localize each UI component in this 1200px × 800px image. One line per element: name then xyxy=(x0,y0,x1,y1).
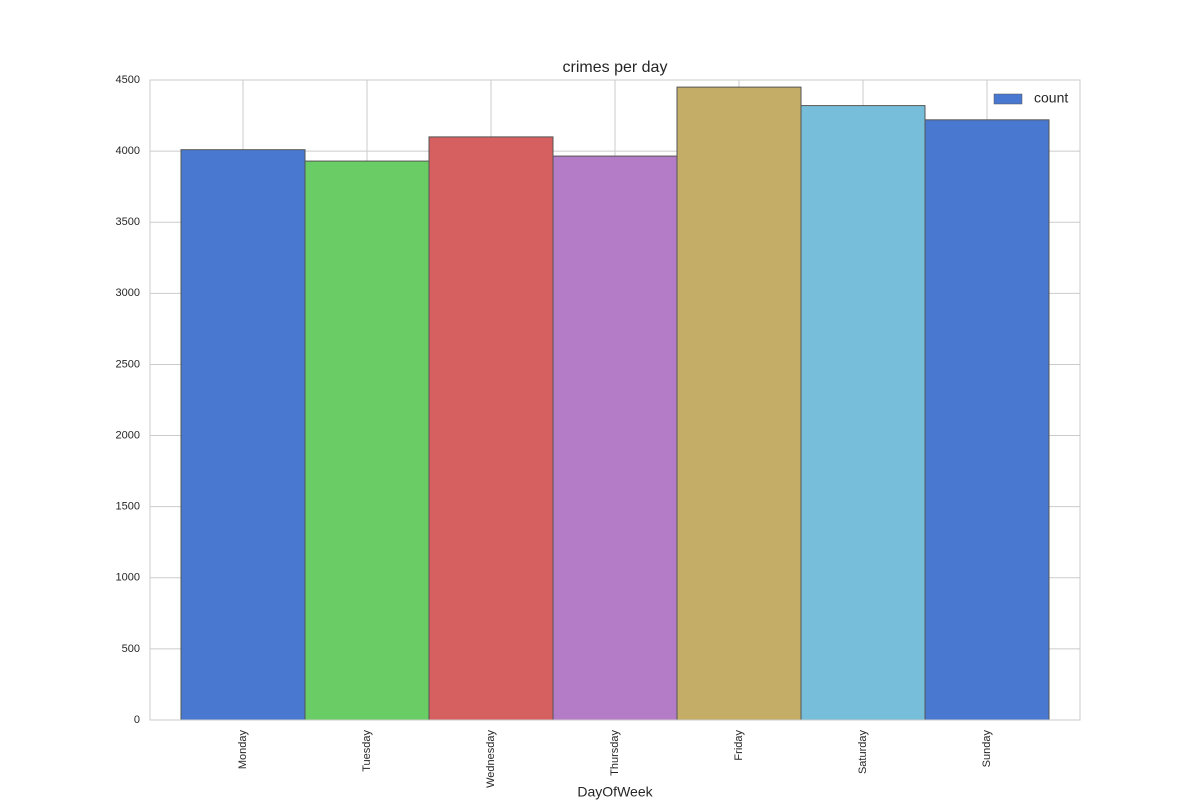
x-tick-label: Thursday xyxy=(609,730,621,776)
y-tick-label: 0 xyxy=(134,714,140,726)
legend-label: count xyxy=(1034,90,1068,106)
x-tick-label: Tuesday xyxy=(361,730,373,772)
x-axis-label: DayOfWeek xyxy=(577,784,653,800)
y-tick-label: 2000 xyxy=(116,429,140,441)
y-tick-label: 2500 xyxy=(116,358,140,370)
x-tick-label: Sunday xyxy=(981,730,993,768)
bar xyxy=(924,119,1050,721)
x-tick-label: Saturday xyxy=(857,730,869,775)
y-tick-label: 1000 xyxy=(116,572,140,584)
plot-frame xyxy=(149,79,1081,721)
x-tick-label: Wednesday xyxy=(485,730,497,788)
bar xyxy=(676,86,802,721)
bar xyxy=(180,149,306,721)
x-tick-label: Monday xyxy=(237,730,249,770)
y-tick-label: 3500 xyxy=(116,216,140,228)
y-tick-label: 1500 xyxy=(116,501,140,513)
bar xyxy=(304,160,430,721)
y-tick-label: 3000 xyxy=(116,287,140,299)
bar xyxy=(552,155,678,721)
y-tick-label: 4000 xyxy=(116,145,140,157)
y-tick-label: 4500 xyxy=(116,74,140,86)
x-tick-label: Friday xyxy=(733,730,745,761)
bar xyxy=(428,136,554,721)
y-tick-label: 500 xyxy=(122,643,140,655)
chart-title: crimes per day xyxy=(563,59,668,76)
legend-swatch xyxy=(993,93,1023,105)
bar xyxy=(800,105,926,721)
